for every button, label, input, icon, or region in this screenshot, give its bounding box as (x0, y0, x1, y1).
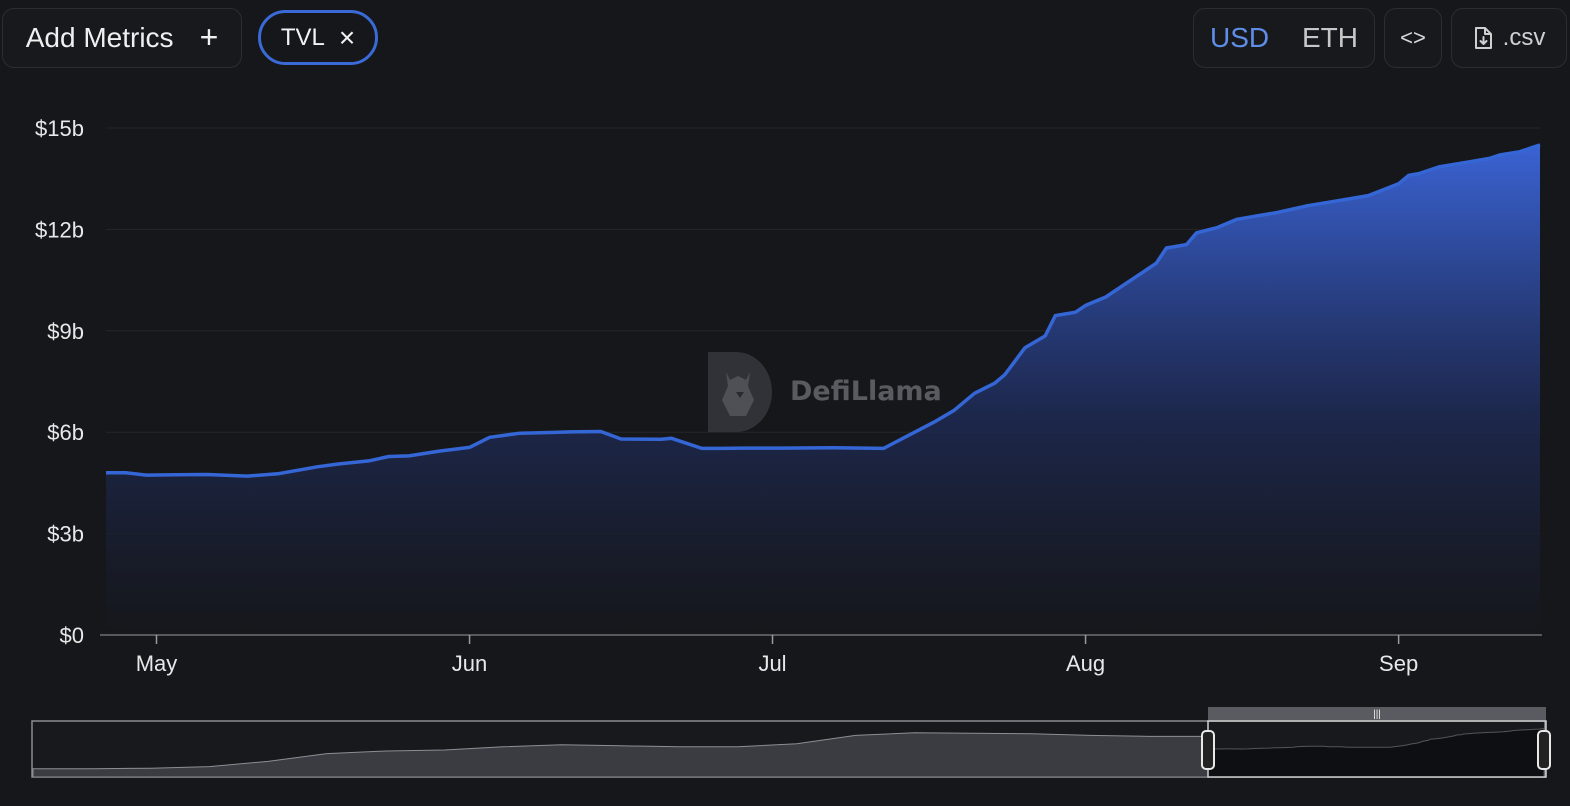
file-download-icon (1474, 27, 1492, 49)
y-tick-label: $12b (35, 217, 84, 242)
overview-area-left (32, 732, 1209, 778)
add-metrics-button[interactable]: Add Metrics + (2, 8, 242, 68)
y-tick-label: $6b (47, 420, 84, 445)
download-csv-button[interactable]: .csv (1451, 8, 1567, 68)
drag-grip-icon: ||| (1373, 709, 1381, 720)
slider-handle-left[interactable] (1201, 730, 1215, 770)
tvl-chart: $0 $3b $6b $9b $12b $15b May Jun Jul Aug Sep (35, 116, 1542, 676)
toolbar: Add Metrics + TVL × USD ETH <> .csv (0, 0, 1570, 80)
tvl-series-line (106, 143, 1541, 478)
add-metrics-label: Add Metrics (25, 22, 174, 53)
embed-code-button[interactable]: <> (1384, 8, 1442, 68)
csv-label: .csv (1502, 24, 1546, 51)
currency-toggle: USD ETH (1193, 8, 1375, 68)
range-slider[interactable]: ||| (0, 700, 1570, 790)
y-tick-label: $9b (47, 319, 84, 344)
tvl-metric-chip[interactable]: TVL × (258, 10, 378, 65)
defillama-logo (708, 352, 772, 432)
slider-handle-right[interactable] (1537, 730, 1551, 770)
tvl-chip-label: TVL (280, 23, 325, 51)
x-tick-label: Aug (1066, 651, 1105, 676)
code-icon: <> (1400, 25, 1426, 50)
currency-option-eth[interactable]: ETH (1302, 22, 1358, 53)
x-tick-label: Jun (452, 651, 487, 676)
y-tick-label: $15b (35, 116, 84, 141)
x-tick-label: May (136, 651, 178, 676)
selection-drag-bar[interactable] (1208, 707, 1546, 720)
tvl-area-fill (106, 144, 1540, 635)
x-tick-label: Jul (758, 651, 786, 676)
y-tick-label: $0 (60, 623, 84, 648)
close-icon[interactable]: × (338, 21, 356, 53)
plus-icon: + (199, 19, 219, 55)
watermark-text: DefiLlama (790, 376, 942, 407)
x-tick-label: Sep (1379, 651, 1418, 676)
currency-option-usd[interactable]: USD (1210, 22, 1270, 53)
y-tick-label: $3b (47, 522, 84, 547)
overview-area-selected (1207, 728, 1545, 778)
